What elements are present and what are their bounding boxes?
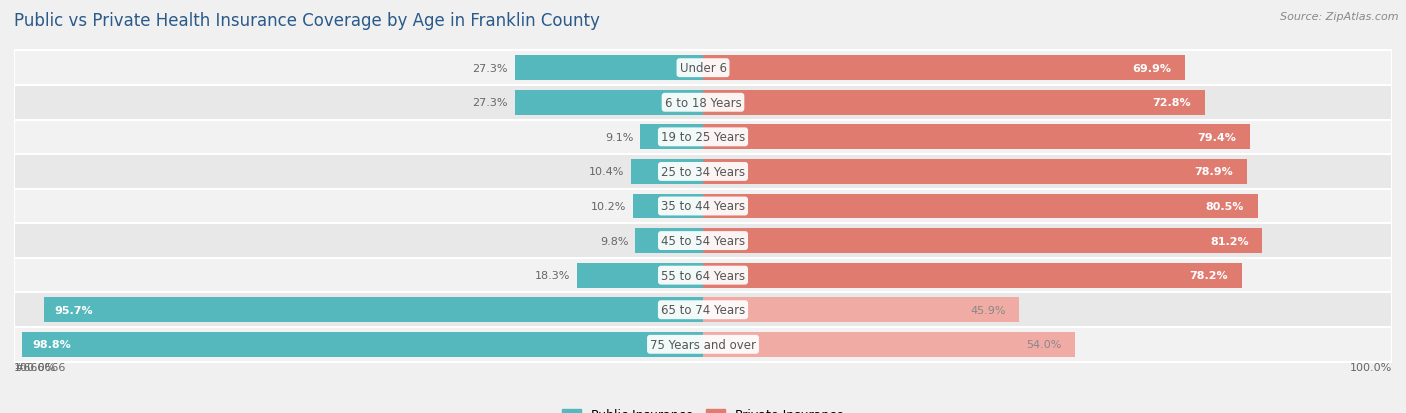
Text: 80.5%: 80.5%	[1205, 202, 1244, 211]
Bar	[636, 228, 703, 254]
Text: 78.9%: 78.9%	[1194, 167, 1233, 177]
Text: 19 to 25 Years: 19 to 25 Years	[661, 131, 745, 144]
Bar	[14, 189, 1392, 224]
Text: 55 to 64 Years: 55 to 64 Years	[661, 269, 745, 282]
Text: 54.0%: 54.0%	[1026, 339, 1062, 349]
Text: 6 to 18 Years: 6 to 18 Years	[665, 97, 741, 109]
Text: 100.0%: 100.0%	[14, 362, 56, 372]
Legend: Public Insurance, Private Insurance: Public Insurance, Private Insurance	[557, 404, 849, 413]
Text: 79.4%: 79.4%	[1198, 133, 1236, 142]
Text: 65 to 74 Years: 65 to 74 Years	[661, 304, 745, 316]
Text: 35 to 44 Years: 35 to 44 Years	[661, 200, 745, 213]
Text: 100.0%: 100.0%	[1350, 362, 1392, 372]
Bar	[703, 125, 1250, 150]
Text: 18.3%: 18.3%	[534, 271, 569, 280]
Bar	[515, 90, 703, 116]
Text: 45 to 54 Years: 45 to 54 Years	[661, 235, 745, 247]
Bar	[14, 293, 1392, 327]
Text: 98.8%: 98.8%	[32, 339, 72, 349]
Text: 25 to 34 Years: 25 to 34 Years	[661, 166, 745, 178]
Text: 81.2%: 81.2%	[1211, 236, 1249, 246]
Text: 72.8%: 72.8%	[1152, 98, 1191, 108]
Bar	[14, 120, 1392, 155]
Text: 69.9%: 69.9%	[1132, 64, 1171, 74]
Text: Public vs Private Health Insurance Coverage by Age in Franklin County: Public vs Private Health Insurance Cover…	[14, 12, 600, 30]
Text: 45.9%: 45.9%	[970, 305, 1005, 315]
Text: 10.4%: 10.4%	[589, 167, 624, 177]
Text: Under 6: Under 6	[679, 62, 727, 75]
Text: 75 Years and over: 75 Years and over	[650, 338, 756, 351]
Bar	[14, 86, 1392, 120]
Bar	[703, 228, 1263, 254]
Bar	[576, 263, 703, 288]
Text: Source: ZipAtlas.com: Source: ZipAtlas.com	[1281, 12, 1399, 22]
Bar	[703, 332, 1076, 357]
Bar	[14, 155, 1392, 189]
Bar	[640, 125, 703, 150]
Bar	[22, 332, 703, 357]
Text: 27.3%: 27.3%	[472, 64, 508, 74]
Text: 95.7%: 95.7%	[53, 305, 93, 315]
Text: 9.8%: 9.8%	[600, 236, 628, 246]
Text: 78.2%: 78.2%	[1189, 271, 1227, 280]
Bar	[631, 159, 703, 185]
Bar	[703, 194, 1257, 219]
Bar	[14, 258, 1392, 293]
Text: #666666: #666666	[14, 362, 66, 372]
Bar	[14, 51, 1392, 86]
Bar	[703, 263, 1241, 288]
Bar	[703, 159, 1247, 185]
Text: 10.2%: 10.2%	[591, 202, 626, 211]
Text: 27.3%: 27.3%	[472, 98, 508, 108]
Bar	[703, 56, 1185, 81]
Bar	[515, 56, 703, 81]
Bar	[14, 224, 1392, 258]
Bar	[633, 194, 703, 219]
Bar	[44, 297, 703, 323]
Text: 9.1%: 9.1%	[605, 133, 634, 142]
Bar	[703, 90, 1205, 116]
Bar	[703, 297, 1019, 323]
Bar	[14, 327, 1392, 362]
